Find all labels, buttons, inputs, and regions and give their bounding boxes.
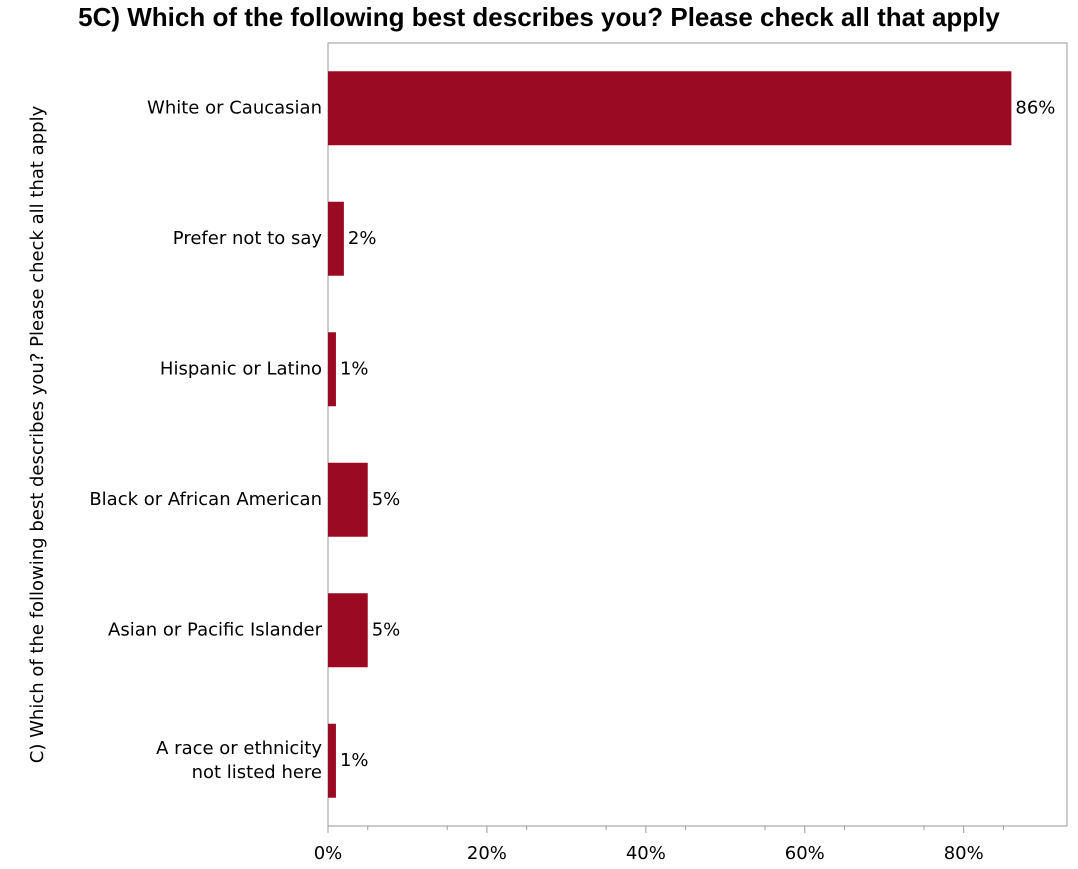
bar bbox=[328, 723, 336, 798]
bar bbox=[328, 71, 1012, 146]
data-label: 1% bbox=[340, 750, 369, 771]
plot-frame bbox=[327, 42, 1068, 827]
data-label: 1% bbox=[340, 358, 369, 379]
bar bbox=[328, 332, 336, 407]
data-label: 5% bbox=[372, 619, 401, 640]
chart-title: 5C) Which of the following best describe… bbox=[78, 2, 1000, 32]
bar bbox=[328, 201, 344, 276]
x-tick-label: 80% bbox=[944, 843, 984, 864]
data-label: 86% bbox=[1015, 97, 1055, 118]
x-tick-label: 20% bbox=[467, 843, 507, 864]
x-tick-label: 40% bbox=[626, 843, 666, 864]
category-label: Prefer not to say bbox=[173, 228, 323, 249]
category-label: Asian or Pacific Islander bbox=[108, 619, 323, 640]
y-axis-label: C) Which of the following best describes… bbox=[27, 105, 48, 763]
data-label: 5% bbox=[372, 489, 401, 510]
category-label: White or Caucasian bbox=[147, 97, 322, 118]
bar bbox=[328, 462, 368, 537]
x-tick-label: 0% bbox=[314, 843, 343, 864]
category-label: not listed here bbox=[192, 762, 322, 783]
category-label: Hispanic or Latino bbox=[160, 358, 322, 379]
category-label: Black or African American bbox=[89, 489, 322, 510]
data-label: 2% bbox=[348, 228, 377, 249]
bar bbox=[328, 593, 368, 668]
x-tick-label: 60% bbox=[785, 843, 825, 864]
category-label: A race or ethnicity bbox=[156, 738, 322, 759]
